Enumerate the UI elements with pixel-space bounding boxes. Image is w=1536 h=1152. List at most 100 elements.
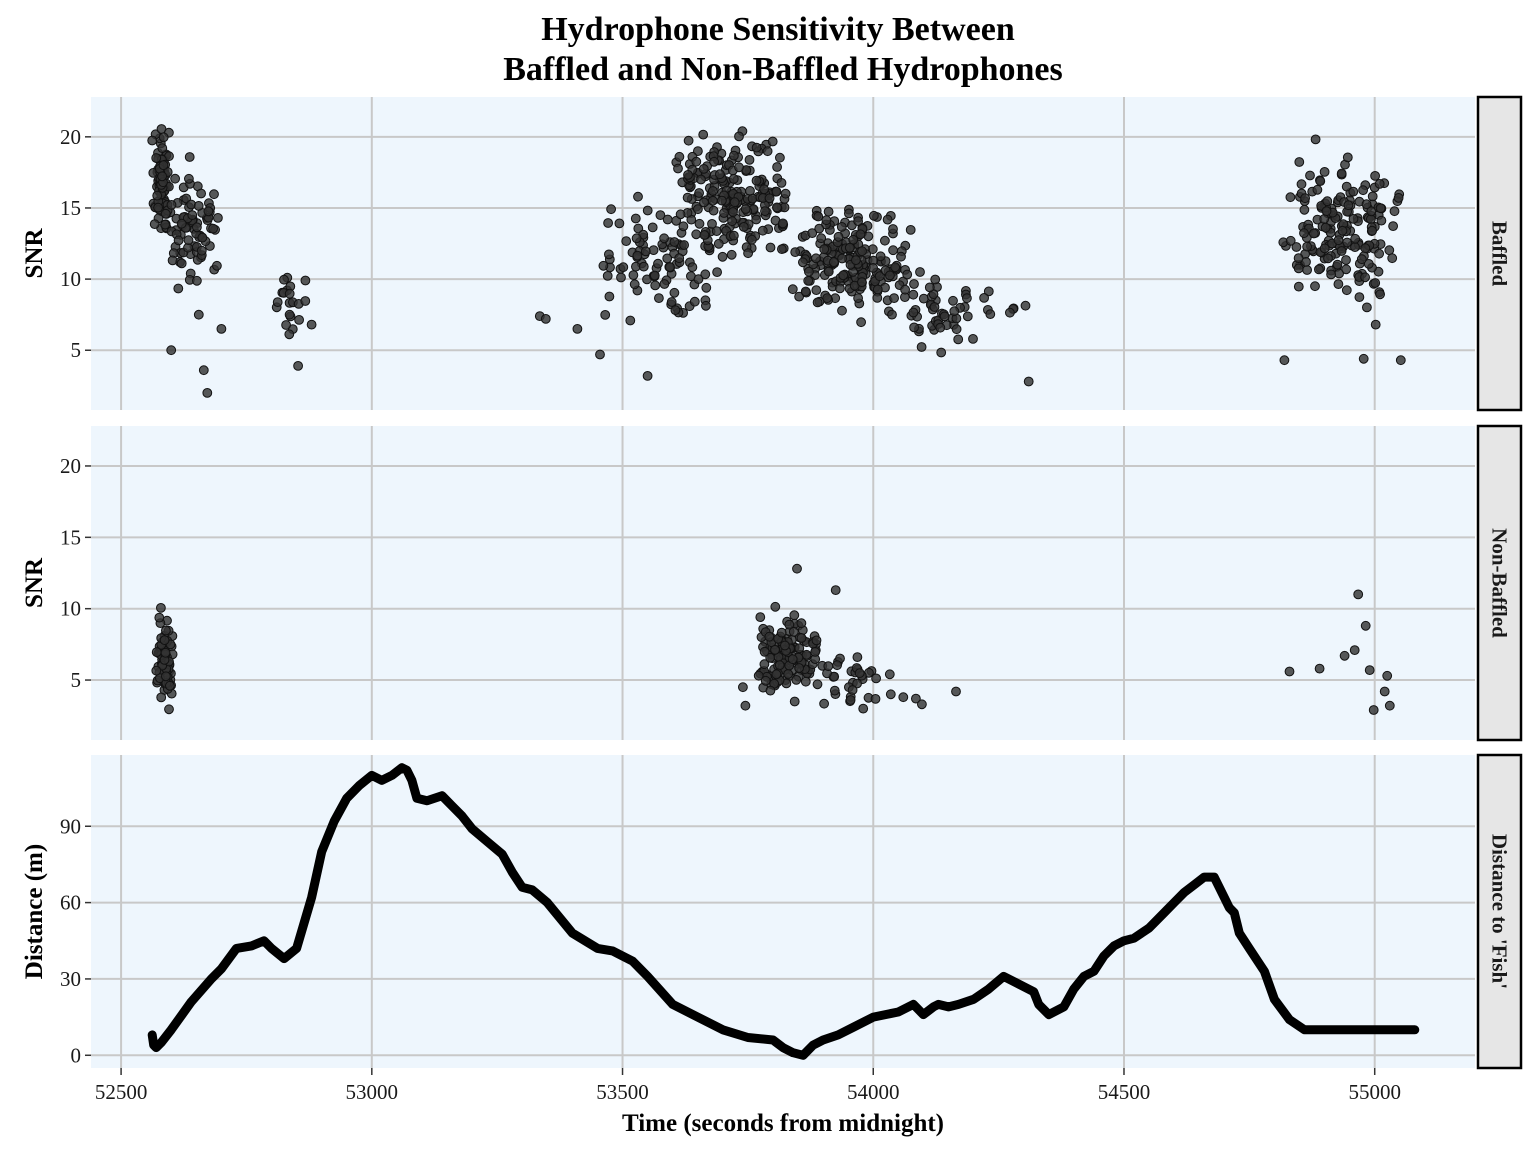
x-axis-title: Time (seconds from midnight) bbox=[622, 1110, 944, 1137]
data-point bbox=[885, 689, 896, 700]
data-point bbox=[759, 184, 769, 195]
data-point bbox=[147, 135, 158, 146]
data-point bbox=[1302, 265, 1312, 275]
data-point bbox=[856, 317, 866, 328]
data-point bbox=[1354, 292, 1365, 303]
data-point bbox=[953, 334, 964, 345]
data-point bbox=[1348, 186, 1359, 197]
data-point bbox=[614, 218, 625, 229]
data-point bbox=[659, 279, 670, 289]
data-point bbox=[811, 635, 822, 646]
data-point bbox=[540, 314, 551, 324]
facet-strip bbox=[1476, 424, 1523, 742]
data-point bbox=[1336, 168, 1347, 179]
data-point bbox=[1020, 300, 1031, 311]
chart-title-line-2: Baffled and Non-Baffled Hydrophones bbox=[503, 51, 1063, 88]
data-point bbox=[948, 295, 958, 306]
data-point bbox=[630, 213, 641, 224]
data-point bbox=[678, 221, 689, 232]
data-point bbox=[193, 201, 204, 211]
data-point bbox=[157, 171, 168, 182]
data-point bbox=[777, 244, 787, 255]
data-point bbox=[1358, 185, 1368, 196]
data-point bbox=[787, 654, 798, 665]
data-point bbox=[708, 186, 718, 196]
data-point bbox=[670, 305, 681, 316]
data-point bbox=[962, 293, 972, 304]
data-point bbox=[738, 222, 749, 232]
x-tick-label: 52500 bbox=[95, 1080, 148, 1104]
data-point bbox=[294, 315, 305, 325]
data-point bbox=[694, 188, 704, 198]
data-point bbox=[1375, 289, 1385, 300]
data-point bbox=[151, 647, 162, 657]
data-point bbox=[693, 274, 704, 285]
data-point bbox=[691, 156, 702, 167]
data-point bbox=[1333, 235, 1344, 246]
data-point bbox=[1326, 269, 1336, 280]
data-point bbox=[789, 610, 800, 621]
y-tick-label: 60 bbox=[60, 891, 81, 915]
data-point bbox=[708, 205, 719, 216]
y-axis-title: Distance (m) bbox=[21, 844, 48, 979]
data-point bbox=[936, 347, 947, 358]
data-point bbox=[1360, 272, 1370, 283]
data-point bbox=[156, 692, 167, 703]
data-point bbox=[669, 237, 680, 247]
data-point bbox=[851, 255, 861, 266]
data-point bbox=[930, 274, 941, 285]
data-point bbox=[868, 263, 878, 273]
data-point bbox=[918, 293, 929, 304]
data-point bbox=[1315, 176, 1326, 187]
data-point bbox=[1310, 281, 1320, 292]
data-point bbox=[709, 156, 719, 167]
data-point bbox=[153, 202, 164, 213]
data-point bbox=[1353, 589, 1364, 600]
data-point bbox=[158, 160, 169, 171]
data-point bbox=[872, 293, 883, 303]
data-point bbox=[871, 673, 881, 684]
data-point bbox=[1366, 206, 1377, 217]
data-point bbox=[1320, 222, 1331, 233]
data-point bbox=[1319, 243, 1330, 254]
data-point bbox=[780, 188, 791, 199]
data-point bbox=[814, 223, 825, 234]
data-point bbox=[1293, 281, 1304, 292]
data-point bbox=[203, 206, 214, 217]
data-point bbox=[638, 261, 649, 272]
data-point bbox=[208, 223, 219, 234]
data-point bbox=[665, 262, 675, 272]
data-point bbox=[662, 214, 673, 225]
y-axis-title: SNR bbox=[21, 228, 48, 279]
data-point bbox=[602, 271, 613, 281]
data-point bbox=[300, 296, 311, 306]
data-point bbox=[759, 646, 770, 657]
data-point bbox=[759, 659, 770, 670]
data-point bbox=[734, 162, 744, 173]
data-point bbox=[711, 226, 722, 237]
data-point bbox=[832, 660, 842, 671]
data-point bbox=[728, 174, 739, 184]
data-point bbox=[1358, 353, 1369, 364]
data-point bbox=[1374, 179, 1385, 189]
data-point bbox=[149, 219, 160, 230]
data-point bbox=[158, 132, 169, 143]
data-point bbox=[1384, 245, 1395, 256]
data-point bbox=[788, 626, 799, 637]
y-tick-label: 30 bbox=[60, 967, 81, 991]
data-point bbox=[747, 234, 757, 245]
data-point bbox=[715, 169, 725, 180]
facet-non-baffled: 5 10 15 20 Non-Baffled SNR bbox=[21, 424, 1523, 742]
data-point bbox=[833, 231, 844, 242]
data-point bbox=[572, 324, 583, 334]
data-point bbox=[1356, 254, 1367, 265]
data-point bbox=[300, 275, 311, 286]
data-point bbox=[829, 257, 839, 268]
data-point bbox=[770, 601, 781, 612]
data-point bbox=[1382, 670, 1393, 681]
y-tick-label: 10 bbox=[60, 267, 81, 291]
data-point bbox=[905, 225, 916, 235]
data-point bbox=[1309, 228, 1319, 239]
y-tick-label: 20 bbox=[60, 454, 81, 478]
